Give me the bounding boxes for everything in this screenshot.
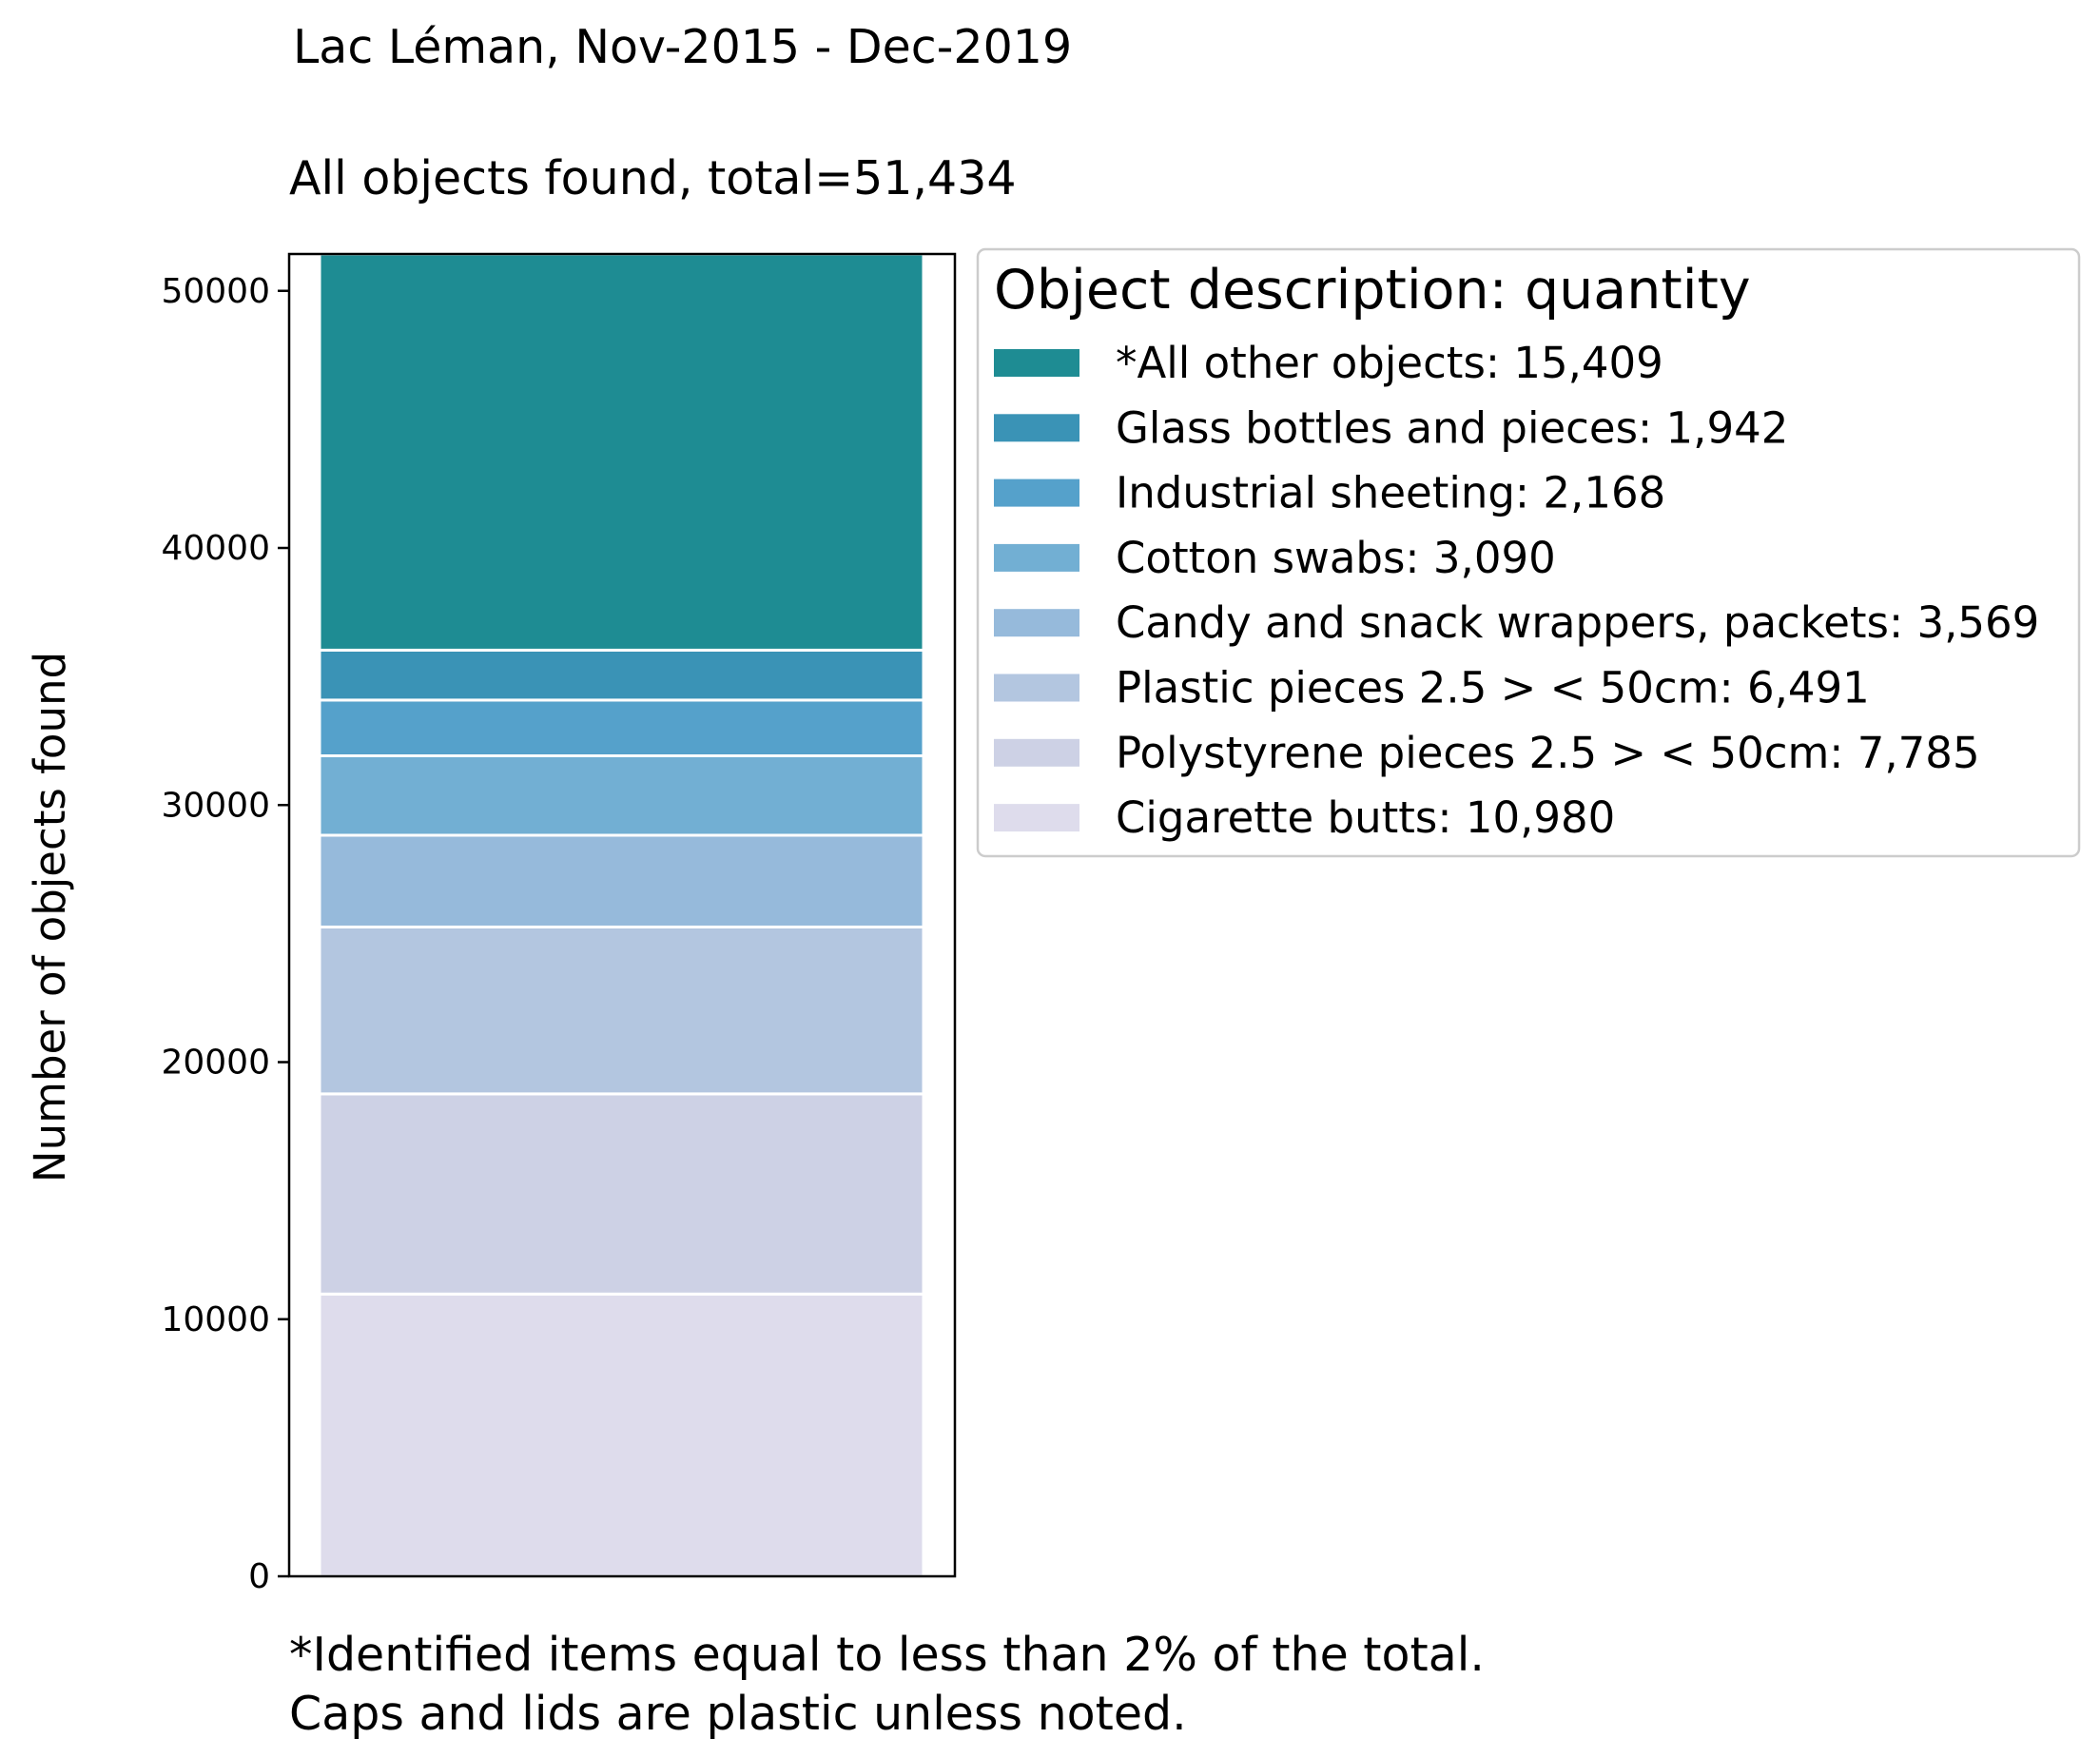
bar-segment-glass-bottles-and-pieces xyxy=(318,648,925,702)
legend-label: *All other objects: 15,409 xyxy=(1116,338,1663,388)
bar-segment-all-other-objects xyxy=(318,252,925,652)
caption-line-1: *Identified items equal to less than 2% … xyxy=(289,1628,1485,1682)
y-axis: 0 10000 20000 30000 40000 50000 xyxy=(161,272,289,1596)
legend-title: Object description: quantity xyxy=(994,259,1751,322)
legend-label: Candy and snack wrappers, packets: 3,569 xyxy=(1116,597,2039,648)
legend-label: Plastic pieces 2.5 > < 50cm: 6,491 xyxy=(1116,663,1870,713)
caption-line-2: Caps and lids are plastic unless noted. xyxy=(289,1687,1187,1741)
y-tick-label: 10000 xyxy=(161,1300,270,1339)
y-tick-label: 30000 xyxy=(161,786,270,825)
legend-swatch xyxy=(994,609,1079,637)
legend-swatch xyxy=(994,349,1079,377)
bar-segment-cotton-swabs xyxy=(318,753,925,837)
legend-swatch xyxy=(994,479,1079,507)
legend-swatch xyxy=(994,543,1079,572)
legend-swatch xyxy=(994,738,1079,767)
legend-label: Polystyrene pieces 2.5 > < 50cm: 7,785 xyxy=(1116,728,1980,778)
legend-frame xyxy=(976,247,2081,858)
legend-label: Cotton swabs: 3,090 xyxy=(1116,533,1556,583)
bar-segment-industrial-sheeting xyxy=(318,698,925,757)
legend-swatch xyxy=(994,414,1079,442)
chart-suptitle: Lac Léman, Nov-2015 - Dec-2019 xyxy=(293,20,1072,74)
stacked-bar xyxy=(318,252,925,1578)
legend-swatch xyxy=(994,674,1079,702)
chart-title: All objects found, total=51,434 xyxy=(289,151,1017,205)
y-tick-label: 20000 xyxy=(161,1044,270,1083)
legend-label: Industrial sheeting: 2,168 xyxy=(1116,468,1665,518)
legend-swatch xyxy=(994,804,1079,832)
legend-label: Glass bottles and pieces: 1,942 xyxy=(1116,402,1788,453)
y-tick-label: 50000 xyxy=(161,272,270,311)
legend-entries: *All other objects: 15,409 Glass bottles … xyxy=(994,338,2039,843)
plot-frame xyxy=(287,252,957,1578)
bar-segment-cigarette-butts xyxy=(318,1292,925,1578)
bar-segment-plastic-pieces-2-5-50cm xyxy=(318,925,925,1096)
legend-label: Cigarette butts: 10,980 xyxy=(1116,792,1615,843)
legend: Object description: quantity *All other … xyxy=(976,247,2081,858)
bar-segment-candy-and-snack-wrappers-packets xyxy=(318,833,925,928)
y-tick-label: 0 xyxy=(248,1557,270,1596)
bar-segment-polystyrene-pieces-2-5-50cm xyxy=(318,1092,925,1296)
y-axis-label: Number of objects found xyxy=(25,652,75,1182)
y-tick-label: 40000 xyxy=(161,529,270,568)
